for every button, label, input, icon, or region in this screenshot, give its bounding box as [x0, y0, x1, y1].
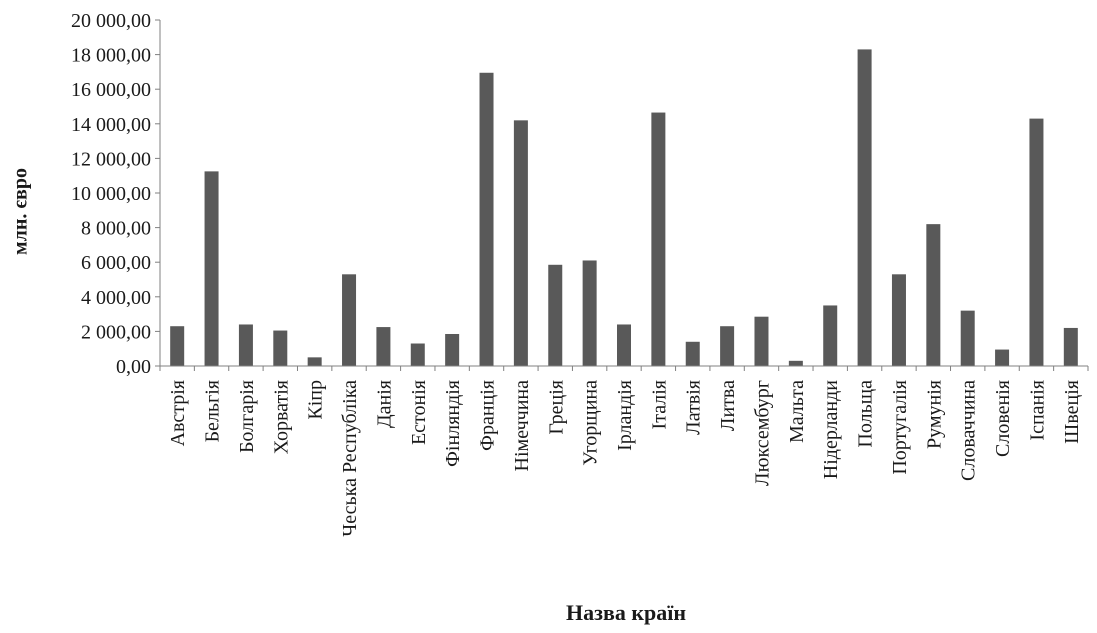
bar-24	[995, 349, 1010, 366]
bar-21	[891, 274, 906, 366]
x-tick-label: Литва	[717, 380, 739, 431]
y-axis-ticks: 0,00 2 000,00 4 000,00 6 000,00 8 000,00 10 0…	[71, 10, 1089, 378]
x-tick-label: Бельгія	[202, 380, 224, 442]
y-axis-title: млн. євро	[9, 168, 32, 255]
x-tick-label: Швеція	[1061, 380, 1083, 444]
bar-9	[479, 72, 494, 366]
bar-25	[1029, 118, 1044, 366]
bar-20	[857, 49, 872, 366]
bar-26	[1063, 327, 1078, 366]
bar-11	[548, 264, 563, 366]
y-tick-label: 10 000,00	[71, 183, 151, 205]
bar-1	[204, 171, 219, 366]
y-tick-label: 14 000,00	[71, 114, 151, 136]
x-tick-label: Мальта	[786, 380, 808, 443]
x-tick-label: Словаччина	[958, 380, 980, 481]
y-tick-label: 6 000,00	[81, 252, 151, 274]
x-tick-label: Данія	[373, 380, 395, 428]
y-tick-label: 16 000,00	[71, 79, 151, 101]
x-tick-label: Польща	[855, 380, 877, 448]
y-tick-label: 12 000,00	[71, 148, 151, 170]
x-tick-label: Іспанія	[1026, 380, 1048, 441]
bars	[170, 49, 1078, 367]
x-tick-label: Латвія	[683, 380, 705, 435]
bar-0	[170, 326, 185, 366]
y-tick-label: 0,00	[116, 356, 151, 378]
y-tick-label: 8 000,00	[81, 218, 151, 240]
x-tick-label: Греція	[545, 380, 567, 435]
x-tick-label: Португалія	[889, 380, 911, 475]
bar-2	[238, 324, 253, 366]
x-tick-label: Нідерланди	[820, 380, 842, 480]
bar-10	[513, 120, 528, 366]
bar-18	[788, 360, 803, 366]
bar-6	[376, 327, 391, 366]
x-tick-label: Угорщина	[580, 380, 602, 466]
y-tick-label: 18 000,00	[71, 45, 151, 67]
x-tick-label: Чеська Республіка	[339, 380, 361, 537]
y-tick-label: 4 000,00	[81, 287, 151, 309]
bar-7	[410, 343, 425, 366]
x-tick-label: Ірландія	[614, 380, 636, 451]
bar-4	[307, 357, 322, 366]
bar-14	[651, 112, 666, 367]
bar-22	[926, 224, 941, 366]
bar-5	[342, 274, 357, 366]
x-tick-label: Німеччина	[511, 380, 533, 472]
y-tick-label: 2 000,00	[81, 321, 151, 343]
x-tick-label: Хорватія	[270, 380, 292, 454]
x-tick-label: Фінляндія	[442, 380, 464, 467]
x-tick-label: Естонія	[408, 380, 430, 445]
x-tick-label: Румунія	[923, 380, 945, 449]
y-axis-title-wrapper: млн. євро	[6, 150, 36, 270]
x-tick-label: Болгарія	[236, 380, 258, 453]
y-tick-label: 20 000,00	[71, 10, 151, 32]
bar-23	[960, 310, 975, 366]
x-tick-label: Австрія	[167, 380, 189, 446]
bar-12	[582, 260, 597, 366]
bar-8	[445, 333, 460, 366]
bar-3	[273, 330, 288, 366]
bar-15	[685, 341, 700, 366]
x-axis-tick-labels: Австрія Бельгія Болгарія Хорватія Кіпр Чеська…	[167, 380, 1083, 537]
bar-13	[617, 324, 631, 366]
x-tick-label: Кіпр	[305, 380, 327, 420]
x-tick-label: Італія	[648, 380, 670, 429]
bar-16	[720, 326, 735, 366]
x-axis-title: Назва країн	[566, 600, 687, 625]
x-tick-label: Люксембург	[751, 380, 773, 486]
bar-17	[754, 316, 769, 366]
bar-19	[823, 305, 838, 366]
x-tick-label: Словенія	[992, 380, 1014, 457]
x-tick-label: Франція	[477, 380, 499, 451]
